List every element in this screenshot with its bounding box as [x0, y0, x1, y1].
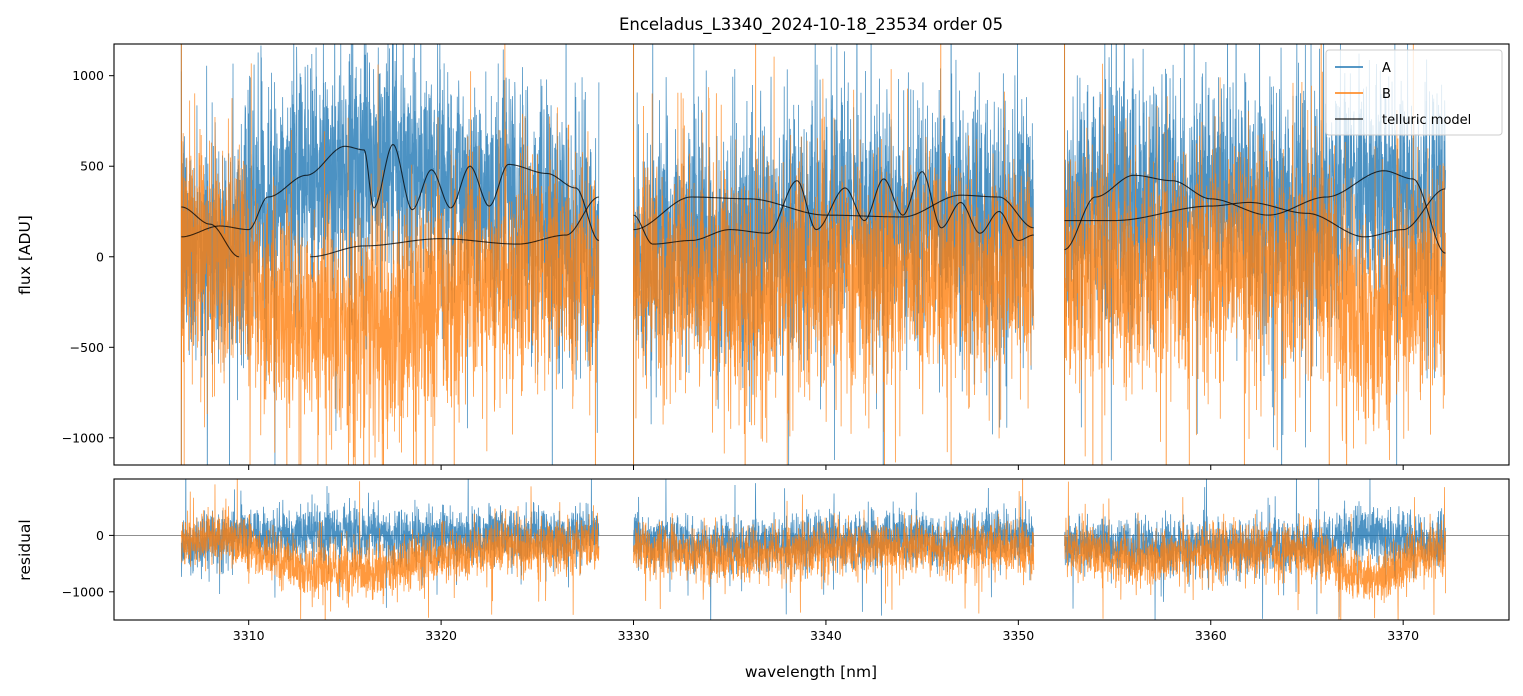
flux-y-axis: 1000 500 0 −500 −1000: [62, 68, 114, 445]
flux-y-tick-label: −500: [70, 340, 104, 355]
flux-series-b-segment-2: [633, 44, 1035, 465]
legend: A B telluric model: [1325, 49, 1503, 136]
residual-series-b-segment-1: [180, 479, 600, 620]
residual-panel: 0 −1000 3310 3320 3330 3340 3350 3360 3370 resi…: [16, 478, 1510, 681]
flux-frame: [113, 43, 1510, 466]
telluric-model-line-7: [1064, 170, 1446, 254]
flux-y-tick-label: 500: [80, 159, 104, 174]
flux-plot-area: [180, 44, 1446, 465]
x-tick-label: 3340: [810, 628, 842, 643]
residual-series-b-segment-3: [1064, 481, 1446, 620]
residual-series-b-segment-2: [633, 479, 1035, 614]
telluric-model-line-5: [633, 171, 1034, 245]
x-tick-label: 3360: [1195, 628, 1227, 643]
x-axis-label: wavelength [nm]: [745, 663, 877, 681]
telluric-model-line-6: [1064, 188, 1446, 238]
residual-plot-area: [114, 479, 1509, 620]
residual-y-axis-label: residual: [16, 519, 34, 580]
x-tick-label: 3370: [1387, 628, 1419, 643]
x-tick-label: 3320: [425, 628, 457, 643]
legend-label-b: B: [1382, 87, 1391, 102]
residual-y-axis: 0 −1000: [62, 528, 114, 599]
flux-panel: 1000 500 0 −500 −1000 flux [ADU] A B telluri…: [16, 43, 1510, 470]
residual-x-axis: 3310 3320 3330 3340 3350 3360 3370: [233, 620, 1419, 643]
residual-y-tick-label: −1000: [62, 584, 104, 599]
legend-label-model: telluric model: [1382, 113, 1471, 128]
residual-y-tick-label: 0: [96, 528, 104, 543]
x-tick-label: 3330: [618, 628, 650, 643]
x-tick-label: 3310: [233, 628, 265, 643]
flux-y-tick-label: −1000: [62, 430, 104, 445]
flux-series-b-segment-1: [180, 44, 600, 465]
chart-title: Enceladus_L3340_2024-10-18_23534 order 0…: [619, 15, 1003, 35]
flux-x-axis: [248, 465, 1404, 470]
telluric-model-line-3: [310, 196, 599, 258]
telluric-model-line-1: [181, 143, 600, 241]
telluric-model-line-4: [633, 194, 1034, 231]
residual-frame: [113, 478, 1510, 621]
legend-label-a: A: [1382, 61, 1391, 76]
legend-box: [1325, 49, 1503, 136]
flux-series-b-segment-3: [1064, 44, 1446, 465]
flux-y-axis-label: flux [ADU]: [16, 215, 34, 295]
flux-y-tick-label: 0: [96, 249, 104, 264]
x-tick-label: 3350: [1002, 628, 1034, 643]
flux-y-tick-label: 1000: [72, 68, 104, 83]
telluric-model-line-2: [181, 206, 240, 258]
